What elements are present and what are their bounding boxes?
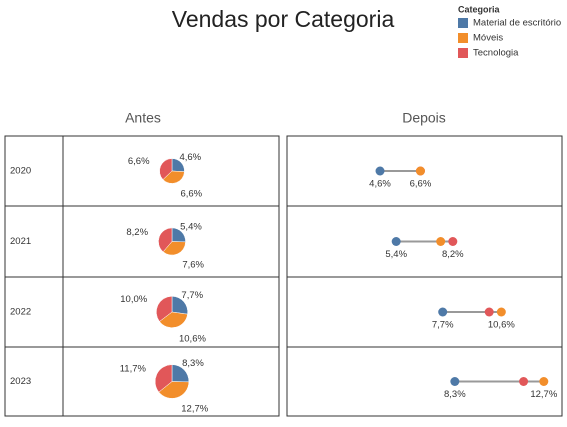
dot (450, 377, 460, 386)
pie-slice (171, 296, 188, 315)
dot (539, 377, 549, 386)
year-label: 2020 (10, 166, 31, 177)
dot-label: 8,3% (444, 389, 466, 400)
legend-title: Categoria (458, 4, 501, 14)
pie-label: 6,6% (128, 156, 150, 167)
dot-label: 5,4% (385, 249, 407, 260)
legend-label: Material de escritório (473, 18, 561, 29)
pie-label: 7,7% (181, 290, 203, 301)
pie-label: 10,0% (120, 294, 147, 305)
dot-label: 7,7% (432, 320, 454, 331)
pie-label: 6,6% (180, 188, 202, 199)
pie-slice (159, 158, 173, 180)
panel-frame (286, 135, 563, 417)
legend-swatch (458, 48, 468, 58)
pie-slice (154, 364, 173, 393)
pie-slice (159, 311, 188, 328)
pie-slice (158, 381, 190, 399)
dot (375, 166, 385, 176)
pie-label: 12,7% (181, 403, 208, 414)
dot (436, 237, 446, 246)
pie-label: 4,6% (179, 152, 201, 163)
dot (484, 307, 494, 317)
pie-slice (162, 170, 185, 184)
legend-label: Móveis (473, 33, 503, 44)
pie-slice (162, 241, 186, 256)
pie-label: 10,6% (179, 333, 206, 344)
dot (438, 307, 448, 317)
dot (448, 237, 458, 246)
pie-slice (156, 296, 173, 322)
panel-title: Antes (125, 110, 161, 126)
pie-label: 7,6% (182, 259, 204, 270)
dot (415, 166, 425, 176)
legend-label: Tecnologia (473, 48, 519, 59)
pie-label: 5,4% (180, 221, 202, 232)
dot-label: 12,7% (530, 389, 557, 400)
year-label: 2021 (10, 236, 31, 247)
dot-label: 6,6% (410, 179, 432, 190)
dot (496, 307, 506, 317)
dot (391, 237, 401, 246)
pie-label: 11,7% (120, 364, 147, 375)
pie-slice (158, 227, 173, 253)
panel-frame (4, 135, 280, 417)
legend-swatch (458, 33, 468, 43)
pie-label: 8,3% (182, 358, 204, 369)
dot-label: 8,2% (442, 249, 464, 260)
dot (519, 377, 529, 386)
year-label: 2023 (10, 376, 31, 387)
dot-label: 4,6% (369, 179, 391, 190)
panel-title: Depois (402, 110, 446, 126)
dot-label: 10,6% (488, 320, 515, 331)
pie-label: 8,2% (126, 227, 148, 238)
legend-swatch (458, 18, 468, 28)
title: Vendas por Categoria (172, 6, 395, 32)
year-label: 2022 (10, 307, 31, 318)
